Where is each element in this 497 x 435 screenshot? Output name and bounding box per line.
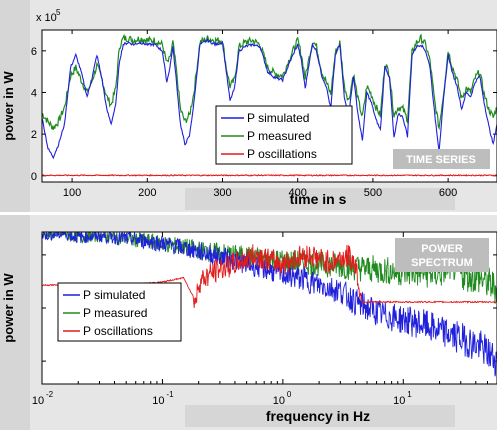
ts-y-tick-label: 4 — [31, 87, 37, 99]
ts-x-tick-label: 600 — [439, 187, 457, 199]
ts-xlabel: time in s — [290, 191, 347, 207]
ps-tag-line-2: SPECTRUM — [411, 257, 473, 269]
ts-legend-simulated: P simulated — [247, 111, 309, 125]
ts-ylabel-strip — [0, 0, 30, 212]
ts-line-oscillations — [41, 173, 497, 177]
ps-plot-frame — [41, 231, 497, 385]
ps-x-tick-exponent: 1 — [407, 390, 412, 399]
ts-x-tick-label: 500 — [364, 187, 382, 199]
ts-exponent-label: x 10 — [36, 12, 57, 24]
ps-ylabel: power in W — [1, 273, 16, 343]
ts-line-simulated — [41, 37, 497, 160]
ts-y-tick-label: 2 — [31, 129, 37, 141]
ps-x-tick-exponent: -2 — [46, 390, 54, 399]
ts-tag-box — [393, 149, 490, 169]
ts-legend-measured: P measured — [247, 129, 311, 143]
ps-x-tick-label: 10 — [393, 395, 405, 407]
ps-legend-simulated: P simulated — [83, 288, 145, 302]
ts-x-ticks: 100 200 300 400 500 600 — [63, 30, 457, 199]
ps-legend-oscillations: P oscillations — [83, 324, 153, 338]
ts-tag: TIME SERIES — [406, 154, 476, 166]
ps-x-tick-label: 10 — [32, 395, 44, 407]
ts-x-tick-label: 100 — [63, 187, 81, 199]
ps-legend-measured: P measured — [83, 306, 147, 320]
ts-legend: P simulated P measured P oscillations — [215, 105, 353, 165]
ts-line-measured — [41, 33, 497, 131]
ts-y-tick-label: 6 — [31, 46, 37, 58]
ts-y-tick-label: 0 — [31, 171, 37, 183]
ts-series-lines — [41, 33, 497, 177]
ps-xlabel-strip — [185, 405, 455, 427]
ps-x-tick-exponent: -1 — [166, 390, 174, 399]
ts-x-tick-label: 400 — [289, 187, 307, 199]
ts-xlabel-strip — [185, 188, 455, 210]
ps-tag-line-1: POWER — [421, 243, 463, 255]
ps-x-tick-label: 10 — [273, 395, 285, 407]
ps-x-tick-exponent: 0 — [287, 390, 292, 399]
ps-x-tick-label: 10 — [152, 395, 164, 407]
ts-ylabel: power in W — [1, 71, 16, 141]
ps-ylabel-strip — [0, 215, 30, 430]
ps-legend: P simulated P measured P oscillations — [57, 282, 182, 342]
ts-x-tick-label: 300 — [213, 187, 231, 199]
ps-tag-box — [395, 238, 489, 272]
ps-xlabel: frequency in Hz — [266, 408, 370, 424]
ts-legend-oscillations: P oscillations — [247, 147, 317, 161]
ps-line-simulated — [41, 231, 497, 377]
ts-x-tick-label: 200 — [138, 187, 156, 199]
ts-plot-frame — [41, 29, 497, 183]
ts-exponent-power: 5 — [56, 8, 61, 17]
